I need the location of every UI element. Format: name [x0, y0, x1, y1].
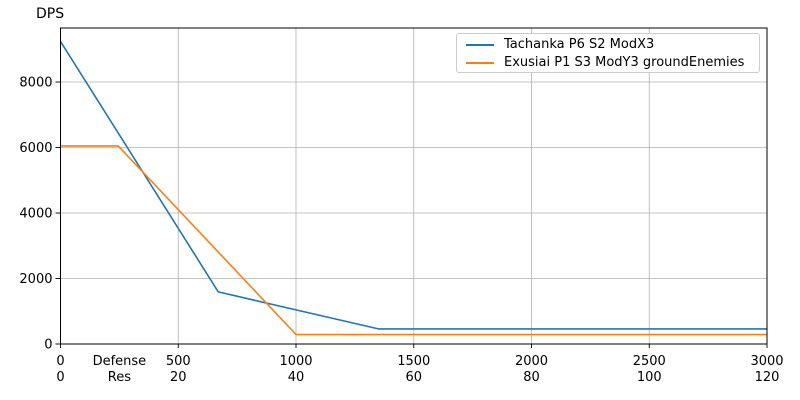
legend-label-tachanka: Tachanka P6 S2 ModX3 [504, 37, 655, 52]
series-line-1 [60, 145, 767, 336]
y-tick-label: 6000 [19, 141, 52, 156]
x-axis-row-title-0: Defense [93, 354, 147, 369]
legend-line-sample-exusiai [466, 62, 494, 64]
legend-entry-tachanka: Tachanka P6 S2 ModX3 [466, 36, 759, 54]
x-tick-label-row1: 60 [405, 370, 422, 385]
x-tick-label-row0: 0 [56, 354, 64, 369]
chart-legend: Tachanka P6 S2 ModX3 Exusiai P1 S3 ModY3… [456, 33, 760, 73]
y-tick-label: 4000 [19, 207, 52, 222]
x-tick-label-row0: 500 [166, 354, 191, 369]
y-tick-label: 0 [44, 338, 52, 353]
x-tick-label-row1: 0 [56, 370, 64, 385]
x-tick-label-row0: 2500 [633, 354, 666, 369]
y-axis-title: DPS [36, 6, 65, 22]
x-tick-label-row0: 2000 [515, 354, 548, 369]
x-tick-label-row1: 20 [170, 370, 187, 385]
x-tick-label-row0: 1500 [397, 354, 430, 369]
x-axis-row-title-1: Res [108, 370, 131, 385]
x-tick-label-row1: 120 [755, 370, 780, 385]
x-tick-label-row1: 100 [637, 370, 662, 385]
x-tick-label-row1: 80 [523, 370, 540, 385]
y-tick-label: 2000 [19, 272, 52, 287]
legend-label-exusiai: Exusiai P1 S3 ModY3 groundEnemies [504, 55, 745, 70]
x-tick-label-row0: 1000 [279, 354, 312, 369]
legend-entry-exusiai: Exusiai P1 S3 ModY3 groundEnemies [466, 54, 759, 72]
y-tick-label: 8000 [19, 76, 52, 91]
legend-line-sample-tachanka [466, 44, 494, 46]
x-tick-label-row1: 40 [288, 370, 305, 385]
x-tick-label-row0: 3000 [750, 354, 783, 369]
series-line-0 [59, 40, 767, 330]
